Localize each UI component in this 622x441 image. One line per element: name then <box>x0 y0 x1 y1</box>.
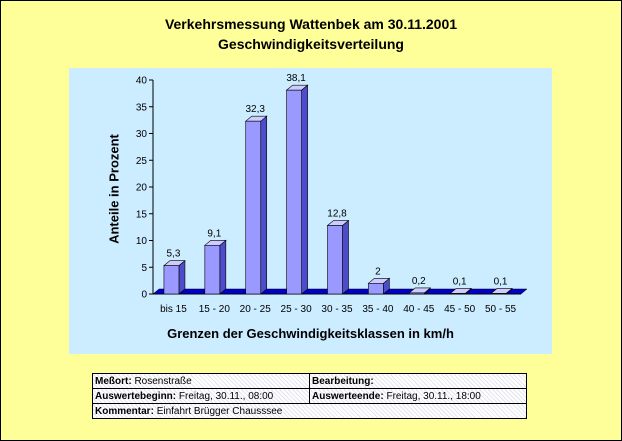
messort-cell: Meßort: Rosenstraße <box>92 373 310 389</box>
data-label: 0,1 <box>494 276 508 287</box>
bar <box>490 293 507 295</box>
kommentar-value: Einfahrt Brügger Chausssee <box>156 405 283 417</box>
x-tick-label: 20 - 25 <box>240 304 272 315</box>
y-tick-label: 30 <box>136 129 148 140</box>
bar-side <box>342 219 349 295</box>
data-label: 38,1 <box>286 73 306 84</box>
y-tick-label: 5 <box>141 263 147 274</box>
bar-side <box>219 239 227 295</box>
y-tick-label: 35 <box>136 102 148 113</box>
x-tick-label: 15 - 20 <box>199 304 231 315</box>
kommentar-cell: Kommentar: Einfahrt Brügger Chausssee <box>92 403 527 419</box>
y-tick-label: 10 <box>136 236 148 247</box>
auswertebeginn-cell: Auswertebeginn: Freitag, 30.11., 08:00 <box>92 388 310 404</box>
y-axis-title: Anteile in Prozent <box>106 134 122 244</box>
chart-title: Verkehrsmessung Wattenbek am 30.11.2001 <box>164 16 458 32</box>
data-label: 12,8 <box>327 209 347 220</box>
data-label: 0,2 <box>412 276 426 287</box>
data-label: 5,3 <box>166 249 180 260</box>
data-label: 32,3 <box>245 104 265 115</box>
bar-side <box>260 115 268 295</box>
plot-area <box>69 68 552 354</box>
auswerteende-value: Freitag, 30.11., 18:00 <box>386 390 481 402</box>
y-tick-label: 15 <box>136 209 148 220</box>
bar-side <box>178 260 186 295</box>
x-tick-label: 45 - 50 <box>444 304 476 315</box>
kommentar-label: Kommentar: <box>95 405 154 417</box>
x-tick-label: 25 - 30 <box>281 304 313 315</box>
bearbeitung-label: Bearbeitung: <box>312 375 374 387</box>
data-label: 0,1 <box>453 276 467 287</box>
auswerteende-cell: Auswerteende: Freitag, 30.11., 18:00 <box>309 388 527 404</box>
bar <box>449 293 466 295</box>
auswerteende-label: Auswerteende: <box>312 390 384 402</box>
x-tick-label: 50 - 55 <box>485 304 517 315</box>
info-row: Auswertebeginn: Freitag, 30.11., 08:00 A… <box>92 388 527 404</box>
bar <box>245 120 262 295</box>
bar-side <box>301 84 308 295</box>
bar <box>204 245 221 295</box>
info-row: Meßort: Rosenstraße Bearbeitung: <box>92 373 527 389</box>
y-tick-label: 40 <box>136 76 148 87</box>
auswertebeginn-label: Auswertebeginn: <box>95 390 177 402</box>
x-tick-label: 35 - 40 <box>362 304 394 315</box>
bar <box>286 89 302 295</box>
x-tick-label: 40 - 45 <box>403 304 435 315</box>
data-label: 2 <box>375 266 381 277</box>
y-tick-label: 0 <box>141 290 147 301</box>
bar <box>408 292 425 295</box>
bar <box>368 282 384 295</box>
x-axis-title: Grenzen der Geschwindigkeitsklassen in k… <box>167 326 454 341</box>
info-table: Meßort: Rosenstraße Bearbeitung: Auswert… <box>92 373 527 419</box>
auswertebeginn-value: Freitag, 30.11., 08:00 <box>178 390 274 402</box>
data-label: 9,1 <box>207 228 221 239</box>
messort-value: Rosenstraße <box>134 375 192 387</box>
y-tick-label: 25 <box>136 156 148 167</box>
x-tick-label: 30 - 35 <box>321 304 353 315</box>
x-tick-label: bis 15 <box>160 304 187 315</box>
chart-subtitle: Geschwindigkeitsverteilung <box>218 36 404 52</box>
bearbeitung-cell: Bearbeitung: <box>309 373 527 389</box>
info-row: Kommentar: Einfahrt Brügger Chausssee <box>92 403 527 419</box>
bar <box>327 225 343 295</box>
messort-label: Meßort: <box>95 375 132 387</box>
bar <box>163 265 180 295</box>
y-tick-label: 20 <box>136 183 148 194</box>
